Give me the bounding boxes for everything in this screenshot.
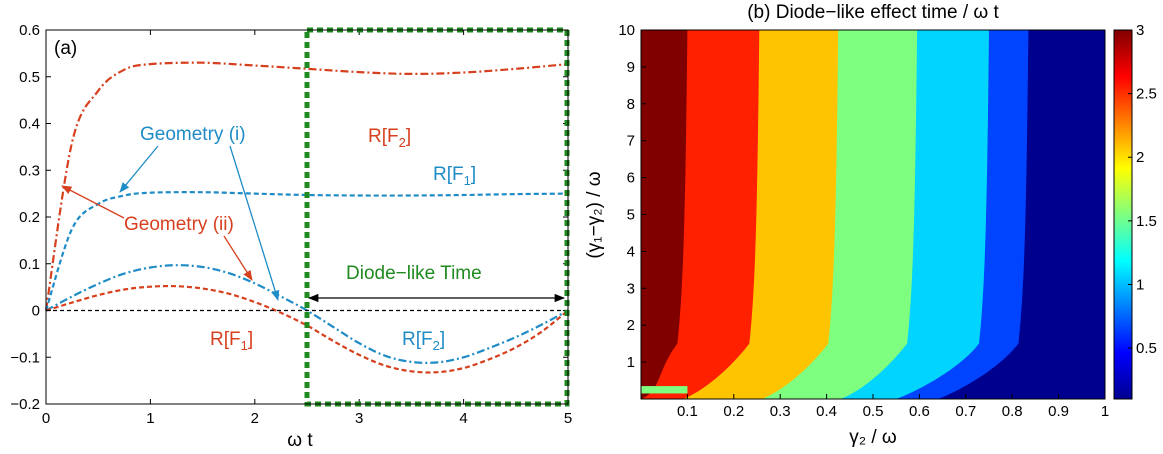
heatmap-band-level-3 — [641, 30, 688, 399]
label-geometry-i: Geometry (i) — [140, 124, 246, 145]
colorbar-tick-label: 1 — [1136, 276, 1144, 293]
y-tick-label: 4 — [627, 243, 635, 260]
label-geometry-ii: Geometry (ii) — [124, 214, 234, 235]
colorbar-tick-label: 1.5 — [1136, 213, 1157, 230]
x-tick-label: 0.6 — [909, 403, 930, 420]
y-tick-label: 0.5 — [19, 69, 40, 86]
panel-b-title: (b) Diode−like effect time / ω t — [747, 2, 999, 23]
colorbar: 0.5 1 1.5 2 2.5 3 — [1113, 22, 1157, 400]
y-tick-label: 0.6 — [19, 22, 40, 39]
y-tick-label: 1 — [627, 354, 635, 371]
panel-a-arrows — [61, 145, 566, 303]
y-tick-label: −0.1 — [10, 349, 40, 366]
panel-b-ylabel: (γ₁−γ₂) / ω — [584, 171, 605, 258]
panel-a-series — [44, 61, 569, 374]
y-tick-label: 5 — [627, 207, 635, 224]
label-diode-like-time: Diode−like Time — [346, 263, 482, 284]
panel-a-annotations: (a) R[F2] R[F1] R[F1] R[F2] Geometry (i)… — [54, 38, 566, 353]
y-tick-label: 6 — [627, 170, 635, 187]
y-tick-label: 0.4 — [19, 116, 40, 133]
panel-b-ticks: 0.1 0.2 0.3 0.4 0.5 0.6 0.7 0.8 0.9 1 1 2 3 4 5 6 7 8 9 10 — [618, 22, 1109, 420]
x-tick-label: 0 — [42, 410, 50, 427]
panel-b-heatmap: (b) Diode−like effect time / ω t 0.1 0.2 0… — [584, 2, 1157, 448]
panel-a-ticks: 0 1 2 3 4 5 −0.2 −0.1 0 0.1 0.2 0.3 0.4 0.5 0.6 — [10, 22, 572, 427]
panel-a-axes-frame — [45, 29, 569, 405]
x-tick-label: 4 — [459, 410, 467, 427]
colorbar-tick-label: 2 — [1136, 149, 1144, 166]
arrow-geometry-i-to-rf2 — [229, 145, 280, 301]
x-tick-label: 0.9 — [1048, 403, 1069, 420]
label-r-f1-red: R[F1] — [210, 329, 253, 353]
y-tick-label: 7 — [627, 133, 635, 150]
label-r-f1-blue: R[F1] — [433, 164, 476, 188]
colorbar-ticks: 0.5 1 1.5 2 2.5 3 — [1128, 22, 1157, 357]
panel-b-bands — [641, 30, 1105, 399]
x-tick-label: 0.4 — [816, 403, 837, 420]
x-tick-label: 0.5 — [863, 403, 884, 420]
series-line-blue-dashed — [44, 191, 569, 311]
x-tick-label: 0.8 — [1002, 403, 1023, 420]
panel-a-xlabel: ω t — [287, 430, 313, 451]
y-tick-label: 8 — [627, 96, 635, 113]
label-r-f2-blue: R[F2] — [402, 329, 445, 353]
arrow-geometry-ii-to-rf1 — [223, 235, 253, 281]
series-line-red-dashed — [45, 284, 569, 374]
arrow-geometry-ii-to-rf2 — [61, 185, 125, 219]
x-tick-label: 0.7 — [955, 403, 976, 420]
panel-a-line-chart: 0 1 2 3 4 5 −0.2 −0.1 0 0.1 0.2 0.3 0.4 0.5 0.6 (a) R[… — [10, 22, 572, 451]
label-r-f2-red: R[F2] — [368, 126, 411, 150]
panel-b-xlabel: γ₂ / ω — [849, 427, 897, 448]
x-tick-label: 2 — [251, 410, 259, 427]
y-tick-label: 9 — [627, 59, 635, 76]
y-tick-label: 0.3 — [19, 162, 40, 179]
x-tick-label: 0.1 — [677, 403, 698, 420]
x-tick-label: 3 — [355, 410, 363, 427]
colorbar-tick-label: 2.5 — [1136, 86, 1157, 103]
y-tick-label: 0 — [32, 303, 40, 320]
series-line-red-dashdot — [44, 61, 569, 311]
x-tick-label: 1 — [146, 410, 154, 427]
y-tick-label: 0.1 — [19, 256, 40, 273]
y-tick-label: 3 — [627, 280, 635, 297]
arrow-geometry-i-to-rf1 — [119, 145, 159, 193]
colorbar-tick-label: 3 — [1136, 22, 1144, 39]
panel-a-label: (a) — [54, 38, 77, 59]
x-tick-label: 0.2 — [723, 403, 744, 420]
y-tick-label: −0.2 — [10, 396, 40, 413]
y-tick-label: 2 — [627, 317, 635, 334]
x-tick-label: 5 — [564, 410, 572, 427]
x-tick-label: 0.3 — [770, 403, 791, 420]
x-tick-label: 1 — [1101, 403, 1109, 420]
y-tick-label: 0.2 — [19, 209, 40, 226]
y-tick-label: 10 — [618, 22, 635, 39]
heatmap-bottom-strip — [641, 386, 688, 394]
colorbar-gradient — [1113, 29, 1133, 400]
colorbar-tick-label: 0.5 — [1136, 340, 1157, 357]
